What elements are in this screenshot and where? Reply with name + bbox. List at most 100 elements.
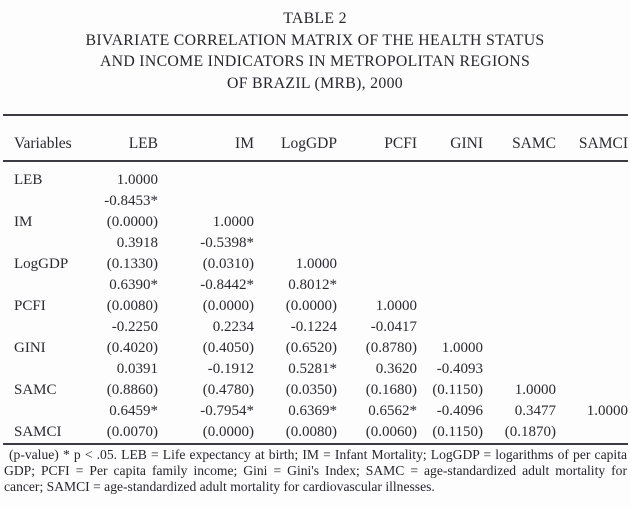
value-cell: -0.4096: [436, 403, 483, 419]
column-header-loggdp: LogGDP: [281, 135, 337, 152]
table-title-line: OF BRAZIL (MRB), 2000: [227, 74, 403, 92]
value-cell: [417, 296, 483, 317]
value-cell: [556, 275, 628, 296]
value-cell: (0.1150): [432, 382, 483, 398]
row-label: LEB: [14, 172, 43, 188]
value-cell: [483, 296, 556, 317]
table-row: GINI (0.4020) (0.4050) (0.6520) (0.8780) 1.00…: [3, 338, 628, 359]
value-cell: (0.0000): [106, 214, 158, 230]
value-cell: (0.1680): [365, 382, 417, 398]
table-row: LogGDP (0.1330) (0.0310) 1.0000: [3, 254, 628, 275]
row-label: PCFI: [14, 298, 46, 314]
column-header-variables: Variables: [14, 135, 72, 152]
value-cell: (0.8860): [106, 382, 158, 398]
value-cell: 0.0391: [116, 361, 158, 377]
value-cell: -0.4093: [436, 361, 483, 377]
value-cell: [483, 170, 556, 191]
row-label: [3, 401, 90, 422]
value-cell: -0.7954*: [200, 403, 254, 419]
value-cell: [337, 170, 417, 191]
value-cell: [337, 275, 417, 296]
column-header-gini: GINI: [450, 135, 483, 152]
value-cell: [483, 338, 556, 359]
value-cell: (0.0070): [106, 424, 158, 440]
value-cell: 1.0000: [441, 340, 483, 356]
value-cell: (0.0080): [106, 298, 158, 314]
value-cell: (0.1870): [504, 424, 556, 440]
row-label: [3, 191, 90, 212]
value-cell: 0.2234: [212, 319, 254, 335]
value-cell: [556, 359, 628, 380]
value-cell: [483, 359, 556, 380]
column-header-leb: LEB: [128, 135, 158, 152]
table-title-block: TABLE 2 BIVARIATE CORRELATION MATRIX OF …: [0, 0, 630, 94]
value-cell: [417, 191, 483, 212]
value-cell: [337, 254, 417, 275]
column-header-samci: SAMCI: [578, 135, 628, 152]
row-label: SAMCI: [14, 424, 62, 440]
table-row: 0.0391 -0.1912 0.5281* 0.3620 -0.4093: [3, 359, 628, 380]
value-cell: -0.5398*: [200, 235, 254, 251]
value-cell: [254, 191, 337, 212]
value-cell: [158, 191, 254, 212]
value-cell: 1.0000: [586, 403, 628, 419]
value-cell: 0.6459*: [109, 403, 158, 419]
table-title-line: BIVARIATE CORRELATION MATRIX OF THE HEAL…: [85, 31, 545, 49]
value-cell: (0.1330): [106, 256, 158, 272]
value-cell: [556, 338, 628, 359]
value-cell: (0.0080): [285, 424, 337, 440]
value-cell: [417, 233, 483, 254]
value-cell: -0.1224: [290, 319, 337, 335]
value-cell: [556, 317, 628, 338]
value-cell: [483, 317, 556, 338]
row-label: [3, 275, 90, 296]
value-cell: [158, 170, 254, 191]
value-cell: (0.0350): [285, 382, 337, 398]
value-cell: (0.4780): [202, 382, 254, 398]
value-cell: [483, 233, 556, 254]
value-cell: -0.8442*: [200, 277, 254, 293]
value-cell: (0.0310): [202, 256, 254, 272]
correlation-table: Variables LEB IM LogGDP PCFI GINI SAMC SAMCI LE…: [3, 114, 628, 445]
column-header-im: IM: [235, 135, 254, 152]
value-cell: [337, 233, 417, 254]
rule-top: [3, 114, 628, 116]
table-row: SAMCI (0.0070) (0.0000) (0.0080) (0.0060) (0.…: [3, 422, 628, 443]
row-label: LogGDP: [14, 256, 69, 272]
value-cell: [556, 170, 628, 191]
value-cell: [337, 191, 417, 212]
value-cell: (0.6520): [285, 340, 337, 356]
value-cell: [417, 275, 483, 296]
value-cell: 0.3477: [514, 403, 556, 419]
table-body: LEB 1.0000 -0.8453* IM (0.0000) 1.0000 0.3918 -…: [3, 162, 628, 443]
table-row: SAMC (0.8860) (0.4780) (0.0350) (0.1680) (0.1…: [3, 380, 628, 401]
table-row: PCFI (0.0080) (0.0000) (0.0000) 1.0000: [3, 296, 628, 317]
value-cell: (0.0000): [202, 298, 254, 314]
table-row: 0.6390* -0.8442* 0.8012*: [3, 275, 628, 296]
value-cell: [417, 212, 483, 233]
value-cell: [337, 212, 417, 233]
rule-bottom: [3, 443, 628, 445]
value-cell: [417, 254, 483, 275]
value-cell: [483, 254, 556, 275]
column-header-samc: SAMC: [512, 135, 556, 152]
table-footnote: (p-value) * p < .05. LEB = Life expectan…: [4, 447, 627, 495]
row-label: IM: [14, 214, 33, 230]
value-cell: [556, 212, 628, 233]
value-cell: [556, 191, 628, 212]
value-cell: [254, 212, 337, 233]
value-cell: -0.2250: [111, 319, 158, 335]
value-cell: (0.1150): [432, 424, 483, 440]
row-label: [3, 359, 90, 380]
value-cell: 1.0000: [514, 382, 556, 398]
row-label: GINI: [14, 340, 46, 356]
value-cell: 0.5281*: [288, 361, 337, 377]
column-header-pcfi: PCFI: [384, 135, 417, 152]
row-label: [3, 317, 90, 338]
value-cell: [254, 233, 337, 254]
value-cell: 0.6390*: [109, 277, 158, 293]
table-row: 0.3918 -0.5398*: [3, 233, 628, 254]
value-cell: 1.0000: [375, 298, 417, 314]
table-row: 0.6459* -0.7954* 0.6369* 0.6562* -0.4096 0.34…: [3, 401, 628, 422]
